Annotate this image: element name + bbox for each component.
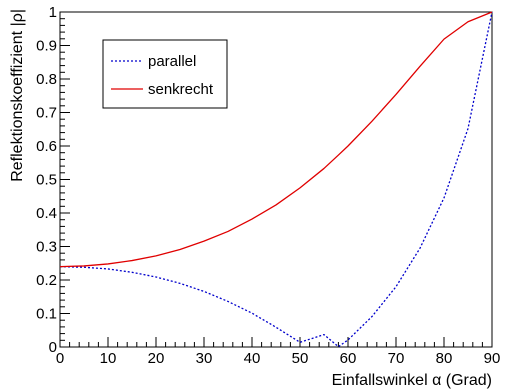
x-tick-label: 40 [244, 350, 261, 367]
y-tick-label: 0 [49, 339, 57, 356]
x-axis-title: Einfallswinkel α (Grad) [332, 372, 492, 389]
y-tick-label: 0.1 [36, 306, 57, 323]
series-line-senkrecht [59, 11, 493, 268]
legend-label-parallel: parallel [148, 53, 196, 70]
y-tick-label: 0.5 [36, 172, 57, 189]
series-line-parallel [59, 11, 493, 348]
y-axis: 0 0.1 0.2 0.3 0.4 0.5 0.6 0.7 0.8 0.9 1 [36, 4, 70, 356]
x-tick-label: 70 [388, 350, 405, 367]
x-axis: 0 10 20 30 40 50 60 70 80 90 [56, 337, 501, 367]
y-tick-label: 0.7 [36, 105, 57, 122]
y-tick-label: 0.3 [36, 239, 57, 256]
y-tick-label: 1 [49, 4, 57, 21]
legend: parallel senkrecht [102, 39, 228, 109]
x-tick-label: 60 [340, 350, 357, 367]
x-tick-label: 20 [148, 350, 165, 367]
series-layer [59, 11, 493, 348]
x-tick-label: 50 [292, 350, 309, 367]
y-axis-title: Reflektionskoeffizient |ρ| [9, 9, 26, 182]
x-tick-label: 80 [436, 350, 453, 367]
y-tick-label: 0.6 [36, 138, 57, 155]
x-tick-label: 30 [196, 350, 213, 367]
y-tick-label: 0.4 [36, 205, 57, 222]
x-tick-label: 0 [56, 350, 64, 367]
y-tick-label: 0.9 [36, 38, 57, 55]
x-tick-label: 90 [484, 350, 501, 367]
y-tick-label: 0.2 [36, 272, 57, 289]
legend-box [102, 39, 228, 109]
legend-label-senkrecht: senkrecht [148, 81, 214, 98]
x-tick-label: 10 [100, 350, 117, 367]
y-tick-label: 0.8 [36, 71, 57, 88]
